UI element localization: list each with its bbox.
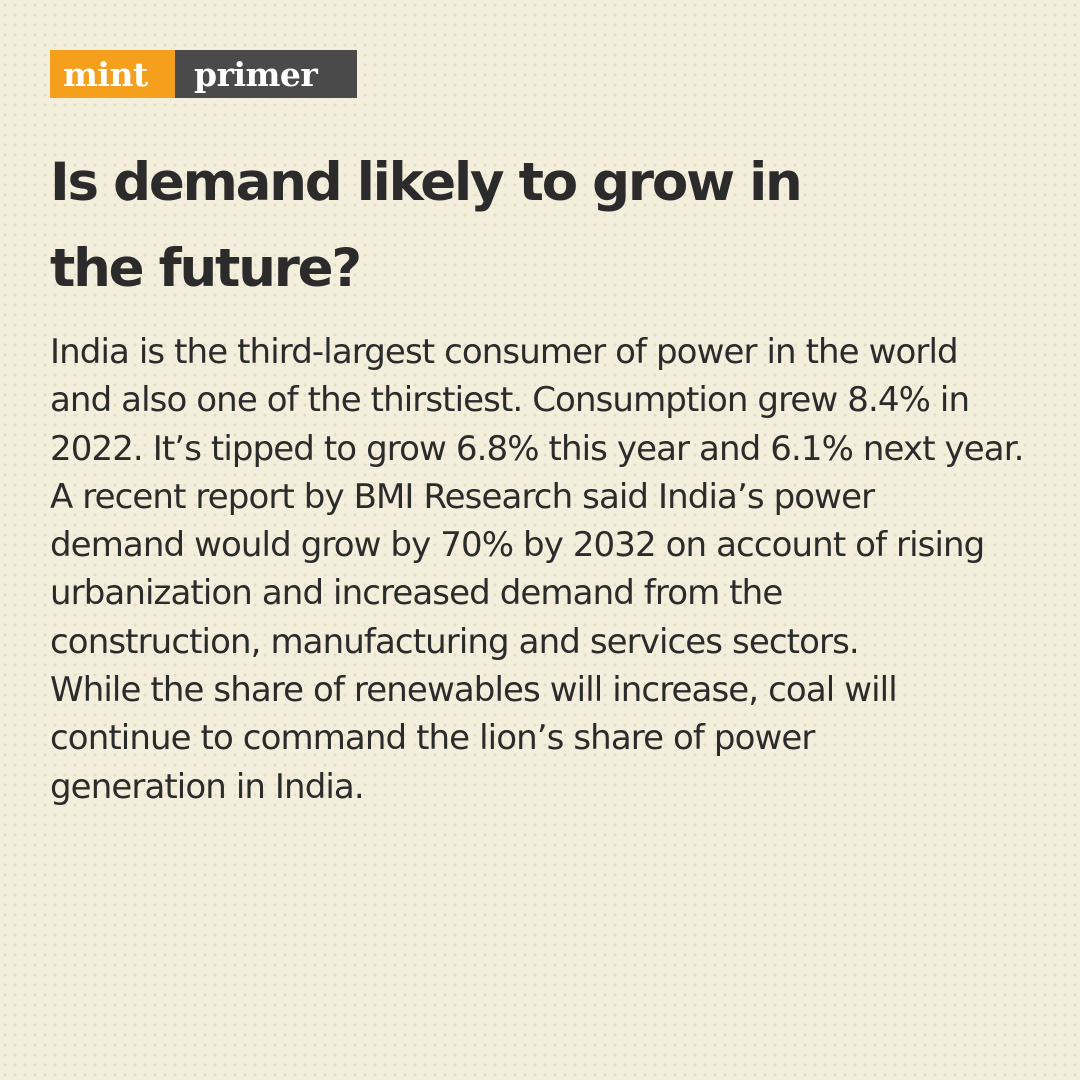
headline: Is demand likely to grow in the future? bbox=[50, 140, 1030, 312]
body-line: and also one of the thirstiest. Consumpt… bbox=[50, 380, 970, 421]
body-line: urbanization and increased demand from t… bbox=[50, 573, 783, 614]
headline-line: the future? bbox=[50, 237, 362, 299]
body-line: India is the third-largest consumer of p… bbox=[50, 332, 959, 372]
headline-line: Is demand likely to grow in bbox=[50, 152, 803, 213]
body-line: generation in India. bbox=[50, 766, 365, 807]
body-text: India is the third-largest consumer of p… bbox=[50, 328, 1040, 811]
body-line: 2022. It’s tipped to grow 6.8% this year… bbox=[50, 428, 1024, 469]
body-line: continue to command the lion’s share of … bbox=[50, 718, 815, 759]
body-line: demand would grow by 70% by 2032 on acco… bbox=[50, 525, 985, 566]
body-line: A recent report by BMI Research said Ind… bbox=[50, 476, 875, 517]
logo-primer-label: primer bbox=[175, 50, 357, 98]
body-line: While the share of renewables will incre… bbox=[50, 670, 898, 711]
body-line: construction, manufacturing and services… bbox=[50, 621, 860, 662]
logo-mint-label: mint bbox=[50, 50, 175, 98]
mint-primer-logo: mint primer bbox=[50, 50, 357, 98]
